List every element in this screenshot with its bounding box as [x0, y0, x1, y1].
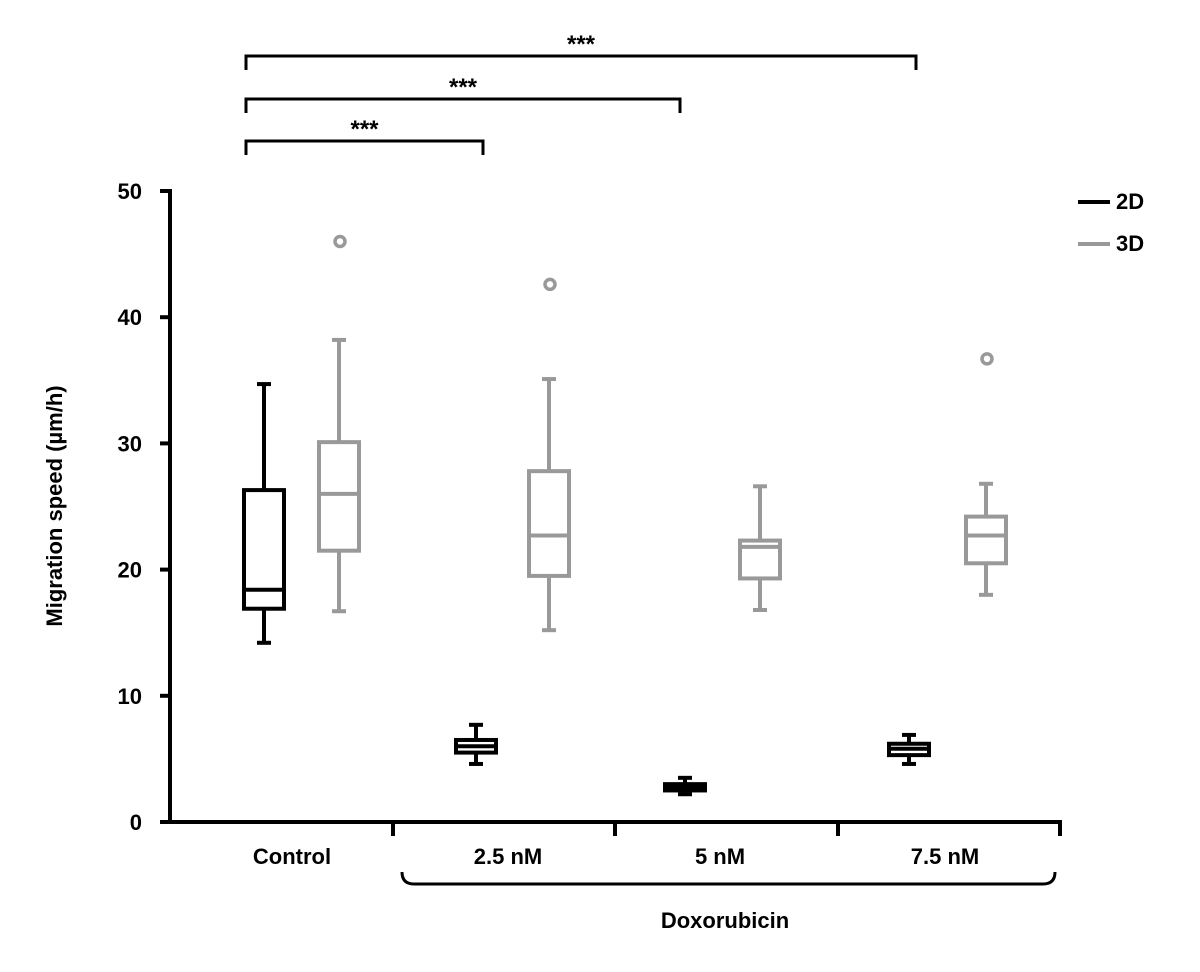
- y-tick-label: 10: [118, 684, 142, 709]
- box-2d-0: [242, 382, 286, 645]
- box-3d-3: [964, 352, 1008, 597]
- y-tick-label: 30: [118, 431, 142, 456]
- significance-label: ***: [350, 116, 379, 143]
- box-2d-2: [663, 775, 707, 797]
- box-2d-1: [454, 722, 498, 766]
- box-iqr: [964, 514, 1008, 566]
- y-axis-label: Migration speed (µm/h): [42, 385, 67, 626]
- axes: 0 10 20 30 40 50 Control 2.5 nM 5 nM 7.5 nM *** ***…: [118, 31, 1110, 886]
- y-tick-label: 50: [118, 179, 142, 204]
- significance-bracket: [244, 139, 485, 155]
- y-tick-label: 40: [118, 305, 142, 330]
- significance-label: ***: [449, 74, 478, 101]
- x-tick-label: Control: [253, 844, 331, 869]
- outlier-point: [543, 277, 557, 292]
- y-tick-label: 0: [130, 810, 142, 835]
- y-tick-label: 20: [118, 558, 142, 583]
- x-tick-label: 7.5 nM: [911, 844, 979, 869]
- outlier-point: [333, 234, 347, 249]
- legend-label-3d: 3D: [1116, 231, 1144, 256]
- box-iqr: [317, 440, 361, 553]
- box-2d-3: [887, 732, 931, 766]
- significance-bracket: [244, 54, 918, 70]
- box-3d-1: [527, 277, 571, 633]
- marks: [242, 234, 1008, 797]
- significance-bracket: [244, 97, 682, 113]
- significance-label: ***: [567, 31, 596, 58]
- outlier-point: [980, 352, 994, 366]
- box-3d-0: [317, 234, 361, 614]
- x-tick-label: 2.5 nM: [474, 844, 542, 869]
- group-label: Doxorubicin: [661, 908, 789, 933]
- x-tick-label: 5 nM: [695, 844, 745, 869]
- box-3d-2: [738, 484, 782, 612]
- legend-label-2d: 2D: [1116, 189, 1144, 214]
- box-iqr: [527, 469, 571, 578]
- group-brace: [400, 871, 1057, 886]
